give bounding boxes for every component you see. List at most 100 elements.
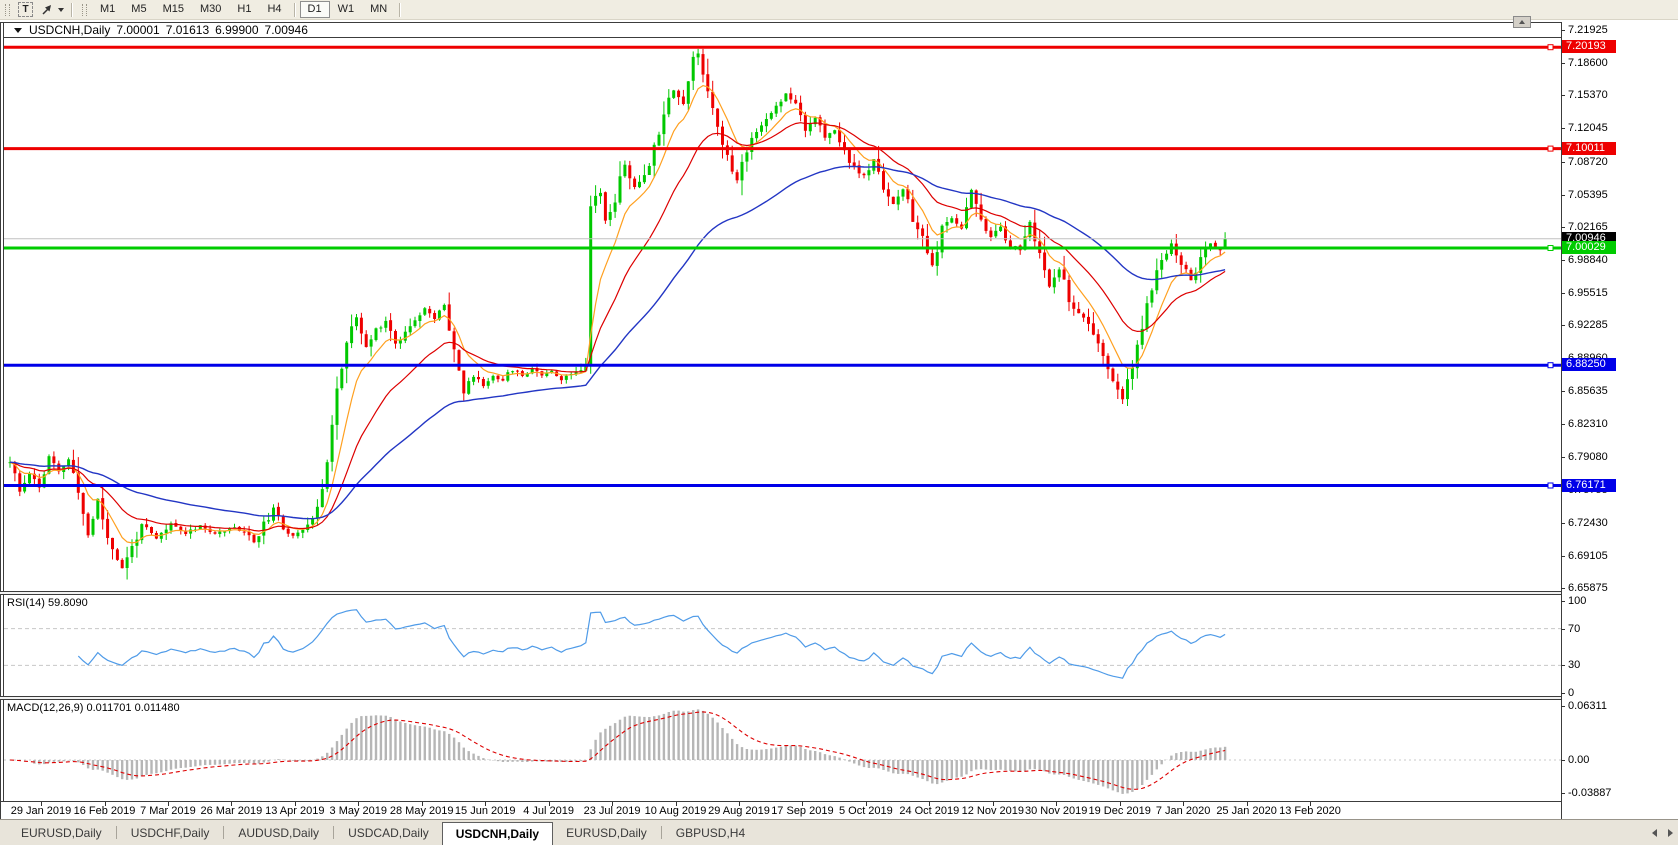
date-tick-mark bbox=[1119, 802, 1121, 806]
date-axis-border bbox=[0, 801, 1561, 802]
tab-scroll-left-button[interactable] bbox=[1652, 829, 1657, 837]
price-tick-label: 6.92285 bbox=[1568, 319, 1608, 332]
rsi-tick-label: 100 bbox=[1568, 595, 1587, 607]
date-tick-label: 5 Oct 2019 bbox=[838, 805, 893, 817]
rsi-tick-label: 70 bbox=[1568, 622, 1581, 635]
price-chart-canvas[interactable] bbox=[4, 22, 1561, 591]
timeframe-button-MN[interactable]: MN bbox=[370, 3, 388, 15]
scroll-up-button[interactable] bbox=[1513, 16, 1531, 28]
panel-separator[interactable] bbox=[0, 696, 1561, 700]
date-tick-mark bbox=[41, 802, 42, 806]
macd-tick-mark bbox=[1561, 706, 1565, 708]
price-tick-mark bbox=[1561, 325, 1565, 327]
price-tick-label: 7.08720 bbox=[1568, 155, 1608, 168]
price-tick-mark bbox=[1561, 555, 1565, 557]
date-tick-label: 7 Mar 2019 bbox=[140, 805, 196, 817]
chart-tab-EURUSD-Daily[interactable]: EURUSD,Daily bbox=[21, 826, 102, 840]
price-tick-label: 6.85635 bbox=[1568, 385, 1608, 398]
price-tick-label: 7.15370 bbox=[1568, 89, 1608, 102]
date-tick-mark bbox=[104, 802, 106, 806]
tab-separator bbox=[660, 826, 662, 839]
rsi-tick-mark bbox=[1561, 693, 1565, 694]
symbol-dropdown-icon[interactable] bbox=[14, 27, 22, 33]
macd-label: MACD(12,26,9) 0.011701 0.011480 bbox=[7, 702, 180, 714]
date-tick-mark bbox=[167, 802, 169, 806]
quote-high: 7.01613 bbox=[165, 23, 210, 37]
price-axis-border bbox=[1561, 22, 1562, 819]
toolbar-grip[interactable] bbox=[82, 3, 87, 16]
hline-price-badge: 6.88250 bbox=[1562, 358, 1616, 372]
chart-tab-AUDUSD-Daily[interactable]: AUDUSD,Daily bbox=[238, 826, 320, 840]
chart-tab-bar: EURUSD,Daily USDCHF,Daily AUDUSD,Daily USDC… bbox=[0, 819, 1678, 845]
date-tick-mark bbox=[929, 802, 931, 806]
toolbar-grip[interactable] bbox=[5, 3, 10, 16]
date-tick-label: 26 Mar 2019 bbox=[200, 805, 263, 817]
tab-scroll-right-button[interactable] bbox=[1668, 829, 1673, 837]
rsi-chart-canvas[interactable] bbox=[4, 595, 1561, 696]
date-tick-mark bbox=[992, 802, 994, 806]
date-tick-mark bbox=[548, 802, 550, 806]
date-tick-mark bbox=[421, 802, 423, 806]
date-tick-label: 24 Oct 2019 bbox=[899, 805, 960, 817]
macd-tick-label: 0.00 bbox=[1568, 754, 1590, 766]
timeframe-button-M5[interactable]: M5 bbox=[131, 3, 147, 15]
quote-close: 7.00946 bbox=[264, 23, 308, 37]
date-tick-mark bbox=[675, 802, 677, 806]
price-tick-label: 6.82310 bbox=[1568, 418, 1608, 431]
timeframe-button-H4[interactable]: H4 bbox=[267, 3, 282, 15]
date-tick-label: 10 Aug 2019 bbox=[644, 805, 707, 817]
macd-chart-canvas[interactable] bbox=[4, 700, 1561, 801]
macd-tick-mark bbox=[1561, 793, 1565, 794]
tab-separator bbox=[115, 826, 117, 839]
up-arrow-icon bbox=[1519, 20, 1525, 24]
price-tick-label: 7.12045 bbox=[1568, 122, 1608, 135]
timeframe-button-M1[interactable]: M1 bbox=[100, 3, 116, 15]
price-tick-mark bbox=[1561, 30, 1565, 31]
chart-symbol: USDCNH,Daily bbox=[29, 23, 111, 37]
price-tick-label: 7.02165 bbox=[1568, 220, 1608, 233]
timeframe-button-D1[interactable]: D1 bbox=[299, 1, 330, 18]
dropdown-caret-icon[interactable] bbox=[58, 7, 64, 12]
chart-tab-USDCAD-Daily[interactable]: USDCAD,Daily bbox=[348, 826, 429, 840]
panel-separator[interactable] bbox=[0, 591, 1561, 595]
date-tick-mark bbox=[612, 802, 614, 806]
date-tick-label: 12 Nov 2019 bbox=[961, 805, 1024, 817]
chart-tab-USDCNH-Daily[interactable]: USDCNH,Daily bbox=[441, 822, 554, 845]
date-tick-label: 3 May 2019 bbox=[329, 805, 388, 817]
date-tick-label: 17 Sep 2019 bbox=[771, 805, 834, 817]
chart-tab-USDCHF-Daily[interactable]: USDCHF,Daily bbox=[130, 826, 210, 840]
price-tick-mark bbox=[1561, 161, 1565, 163]
arrow-objects-button[interactable] bbox=[36, 2, 67, 18]
date-tick-mark bbox=[1310, 802, 1311, 806]
rsi-tick-mark bbox=[1561, 628, 1565, 630]
date-tick-label: 28 May 2019 bbox=[389, 805, 454, 817]
price-tick-mark bbox=[1561, 391, 1565, 393]
date-tick-label: 13 Feb 2020 bbox=[1279, 805, 1341, 817]
chart-tab-GBPUSD-H4[interactable]: GBPUSD,H4 bbox=[675, 826, 746, 840]
date-tick-label: 16 Feb 2019 bbox=[73, 805, 136, 817]
price-tick-label: 7.18600 bbox=[1568, 57, 1608, 70]
date-tick-label: 29 Jan 2019 bbox=[10, 805, 72, 817]
chart-tab-EURUSD-Daily[interactable]: EURUSD,Daily bbox=[566, 826, 647, 840]
timeframe-button-M30[interactable]: M30 bbox=[199, 3, 222, 15]
timeframe-button-W1[interactable]: W1 bbox=[337, 3, 355, 15]
quote-open: 7.00001 bbox=[116, 23, 160, 37]
price-tick-label: 6.79080 bbox=[1568, 450, 1608, 463]
toolbar-separator bbox=[293, 2, 296, 17]
toolbar: T M1 M5 M15 M30 H1 H4 D1 W1 MN bbox=[0, 0, 1678, 20]
date-tick-mark bbox=[865, 802, 867, 806]
rsi-tick-label: 0 bbox=[1568, 687, 1575, 699]
date-tick-label: 30 Nov 2019 bbox=[1024, 805, 1088, 817]
date-tick-label: 23 Jul 2019 bbox=[583, 805, 641, 817]
hline-price-badge: 7.00029 bbox=[1562, 241, 1616, 254]
plot-left-border bbox=[3, 22, 4, 802]
date-tick-label: 25 Jan 2020 bbox=[1216, 805, 1277, 817]
timeframe-button-M15[interactable]: M15 bbox=[162, 3, 184, 15]
price-tick-mark bbox=[1561, 259, 1565, 261]
rsi-tick-mark bbox=[1561, 665, 1565, 667]
timeframe-button-H1[interactable]: H1 bbox=[237, 3, 252, 15]
price-tick-label: 6.65875 bbox=[1568, 582, 1608, 594]
date-tick-mark bbox=[1183, 802, 1185, 806]
text-tool-button[interactable]: T bbox=[15, 2, 36, 18]
